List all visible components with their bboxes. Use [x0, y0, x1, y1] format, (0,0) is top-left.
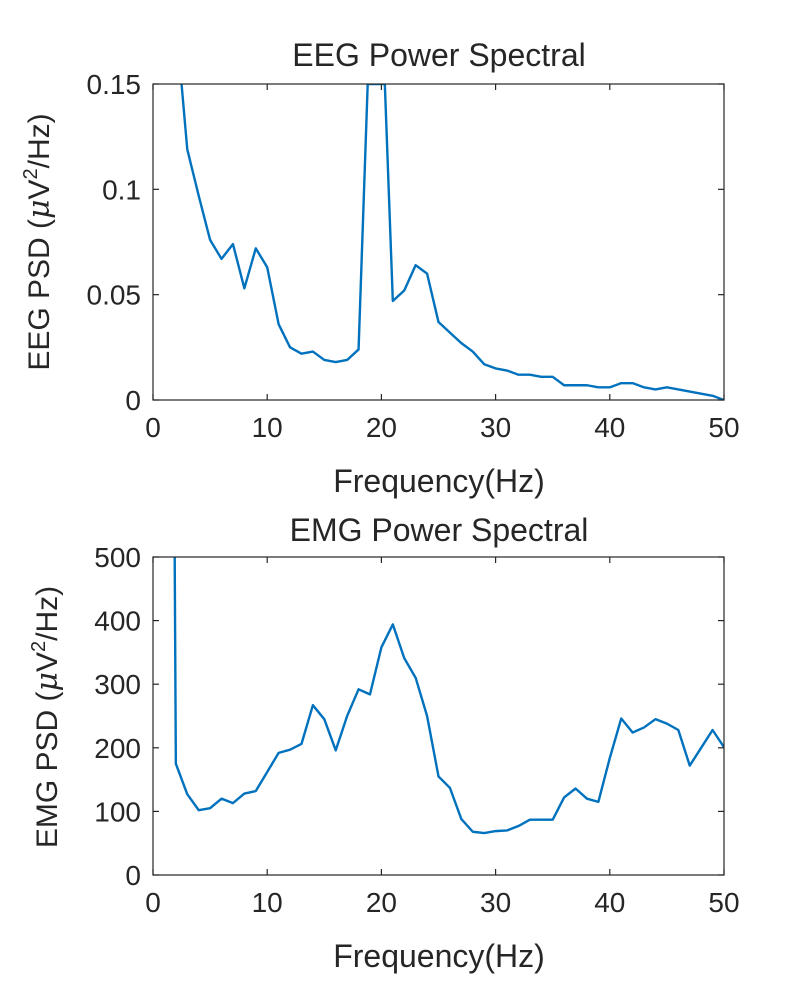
eeg-axes-box: [152, 83, 725, 401]
emg-y-axis-label-mu: μ: [30, 672, 65, 692]
emg-y-tick-label: 500: [94, 542, 141, 573]
emg-x-tick-label: 50: [708, 887, 739, 918]
emg-y-tick-label: 300: [94, 669, 141, 700]
eeg-x-tick-label: 20: [366, 412, 397, 443]
eeg-chart-title: EEG Power Spectral: [292, 37, 585, 73]
emg-y-axis-label-main: EMG PSD (: [31, 691, 64, 848]
eeg-x-tick-label: 0: [145, 412, 161, 443]
emg-x-tick-label: 0: [145, 887, 161, 918]
eeg-y-tick-label: 0.15: [87, 69, 142, 100]
eeg-y-tick-label: 0.1: [102, 174, 141, 205]
eeg-plot-area: 0 10 20 30 40 50 0 0.05 0.1 0.15: [87, 69, 740, 443]
eeg-y-axis-label-sup: 2: [20, 168, 42, 179]
emg-y-tick-label: 100: [94, 796, 141, 827]
eeg-x-tick-label: 40: [594, 412, 625, 443]
eeg-x-axis-label: Frequency(Hz): [333, 463, 545, 499]
eeg-y-axis-label-mu: μ: [22, 199, 57, 219]
eeg-y-axis-label-unit: V: [23, 179, 56, 199]
emg-x-axis-label: Frequency(Hz): [333, 938, 545, 974]
emg-y-axis-label: EMG PSD (μV2/Hz): [28, 586, 65, 848]
emg-axes-box: [152, 556, 725, 876]
eeg-x-tick-label: 30: [480, 412, 511, 443]
emg-y-tick-label: 200: [94, 733, 141, 764]
eeg-y-tick-label: 0.05: [87, 280, 142, 311]
emg-x-tick-label: 20: [366, 887, 397, 918]
emg-x-tick-label: 30: [480, 887, 511, 918]
eeg-x-tick-label: 10: [252, 412, 283, 443]
emg-x-tick-label: 40: [594, 887, 625, 918]
emg-chart-title: EMG Power Spectral: [290, 512, 589, 548]
emg-psd-line-0: [173, 557, 724, 835]
eeg-y-axis-label-tail: /Hz): [23, 113, 56, 168]
eeg-y-axis-label: EEG PSD (μV2/Hz): [20, 113, 57, 370]
eeg-y-tick-label: 0: [125, 385, 141, 416]
emg-y-axis-label-unit: V: [31, 652, 64, 672]
emg-x-tick-label: 10: [252, 887, 283, 918]
emg-y-axis-label-sup: 2: [28, 641, 50, 652]
eeg-x-tick-label: 50: [708, 412, 739, 443]
emg-chart: EMG Power Spectral 0 10 20 30 40 500100200300…: [28, 512, 740, 974]
emg-y-tick-label: 0: [125, 860, 141, 891]
eeg-chart: EEG Power Spectral 0 10 20 30 40 50 0 0.05 0.1 0.…: [20, 37, 740, 499]
eeg-psd-line-0: [180, 84, 724, 400]
eeg-y-axis-label-main: EEG PSD (: [23, 219, 56, 371]
emg-y-tick-label: 400: [94, 606, 141, 637]
emg-y-axis-label-tail: /Hz): [31, 586, 64, 641]
